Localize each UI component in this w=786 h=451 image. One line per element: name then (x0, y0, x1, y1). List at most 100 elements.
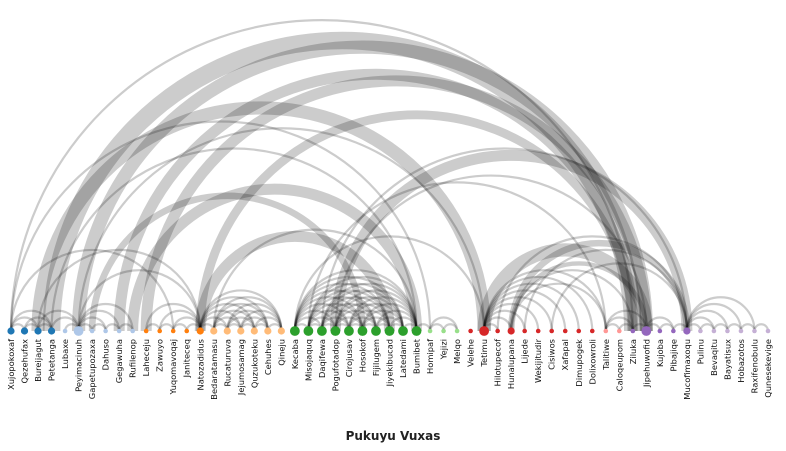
node-dot[interactable] (237, 327, 245, 335)
node-dot[interactable] (479, 326, 490, 336)
node-dot[interactable] (210, 327, 218, 335)
node-dot[interactable] (277, 327, 285, 335)
node-dot[interactable] (250, 327, 258, 335)
node-label: Pogufotadop (330, 339, 340, 391)
node-dot[interactable] (170, 328, 176, 334)
node-dot[interactable] (589, 328, 595, 334)
link-arc (307, 289, 391, 332)
node-dot[interactable] (657, 328, 663, 334)
node-dot[interactable] (264, 327, 272, 335)
link-arc (23, 316, 53, 332)
link-arc (483, 296, 553, 332)
link-arc (77, 316, 107, 332)
link-arc (77, 309, 121, 332)
node-dot[interactable] (157, 328, 162, 334)
link-arc (334, 289, 418, 332)
node-label: Yuqomavoqaj (168, 339, 178, 396)
link-arc (307, 309, 351, 332)
node-dot[interactable] (522, 328, 527, 334)
node-dot[interactable] (116, 328, 122, 334)
node-dot[interactable] (549, 328, 555, 334)
node-dot[interactable] (683, 327, 691, 335)
node-dot[interactable] (62, 328, 68, 334)
node-dot[interactable] (411, 326, 422, 336)
node-dot[interactable] (371, 326, 381, 336)
node-label: Qineju (276, 339, 286, 366)
node-dot[interactable] (73, 326, 84, 336)
node-dot[interactable] (562, 328, 568, 334)
node-dot[interactable] (143, 328, 149, 334)
node-dot[interactable] (427, 328, 433, 334)
node-dot[interactable] (344, 326, 354, 336)
node-dot[interactable] (317, 326, 327, 336)
node-label: Bevaqitu (709, 339, 719, 376)
node-dot[interactable] (641, 326, 652, 336)
node-dot[interactable] (184, 328, 190, 334)
link-arc (307, 296, 378, 332)
node-dot[interactable] (752, 328, 757, 334)
node-dot[interactable] (576, 328, 582, 334)
node-dot[interactable] (725, 328, 730, 334)
node-dot[interactable] (603, 328, 609, 334)
node-label: Raxifenobulu (749, 339, 759, 393)
node-label: Dolixowroli (587, 339, 597, 385)
node-dot[interactable] (671, 328, 676, 334)
node-dot[interactable] (130, 328, 135, 334)
node-dot[interactable] (7, 327, 15, 335)
node-dot[interactable] (738, 328, 744, 334)
link-arc (685, 316, 716, 332)
link-arc (194, 230, 395, 332)
link-arc (320, 309, 364, 332)
node-dot[interactable] (223, 327, 231, 335)
node-dot[interactable] (441, 328, 446, 334)
node-dot[interactable] (535, 328, 541, 334)
node-label: Bedaratamasu (209, 339, 219, 400)
link-arc (293, 235, 486, 332)
link-arc (9, 248, 175, 332)
node-dot[interactable] (289, 326, 300, 336)
node-dot[interactable] (303, 326, 314, 336)
node-dot[interactable] (20, 327, 29, 335)
link-arc (71, 40, 653, 332)
link-arc (307, 302, 364, 332)
link-arc (320, 316, 351, 332)
node-dot[interactable] (711, 328, 717, 334)
node-dot[interactable] (765, 328, 771, 334)
link-arc (199, 289, 283, 332)
link-arc (226, 302, 283, 332)
node-dot[interactable] (617, 328, 622, 334)
link-arc (347, 302, 405, 332)
node-dot[interactable] (384, 326, 395, 336)
link-arc (77, 127, 486, 332)
node-label: Velehe (466, 339, 476, 367)
node-dot[interactable] (468, 328, 473, 334)
node-label: Rucaturuva (222, 339, 232, 386)
link-arc (334, 309, 378, 332)
node-dot[interactable] (357, 326, 368, 336)
link-arc (293, 309, 337, 332)
link-arc (645, 316, 675, 332)
node-label: Caloqeupom (614, 339, 624, 391)
node-dot[interactable] (698, 328, 703, 334)
node-dot[interactable] (89, 328, 95, 334)
link-arc (329, 149, 693, 332)
link-arc (428, 316, 459, 332)
node-dot[interactable] (495, 328, 500, 334)
link-arc (307, 275, 418, 332)
node-dot[interactable] (47, 327, 56, 335)
node-dot[interactable] (34, 327, 42, 335)
node-label: Lijede (520, 339, 530, 364)
node-dot[interactable] (398, 326, 408, 336)
node-dot[interactable] (103, 328, 108, 334)
node-dot[interactable] (454, 328, 460, 334)
link-arc (334, 302, 391, 332)
node-dot[interactable] (507, 327, 515, 335)
node-dot[interactable] (196, 327, 204, 335)
link-arc (88, 192, 366, 332)
node-dot[interactable] (330, 326, 341, 336)
node-label: Laheceju (141, 339, 151, 376)
link-arc (239, 309, 283, 332)
link-arc (307, 181, 607, 332)
diagram-title: Pukuyu Vuxas (345, 429, 441, 443)
node-dot[interactable] (630, 328, 636, 334)
